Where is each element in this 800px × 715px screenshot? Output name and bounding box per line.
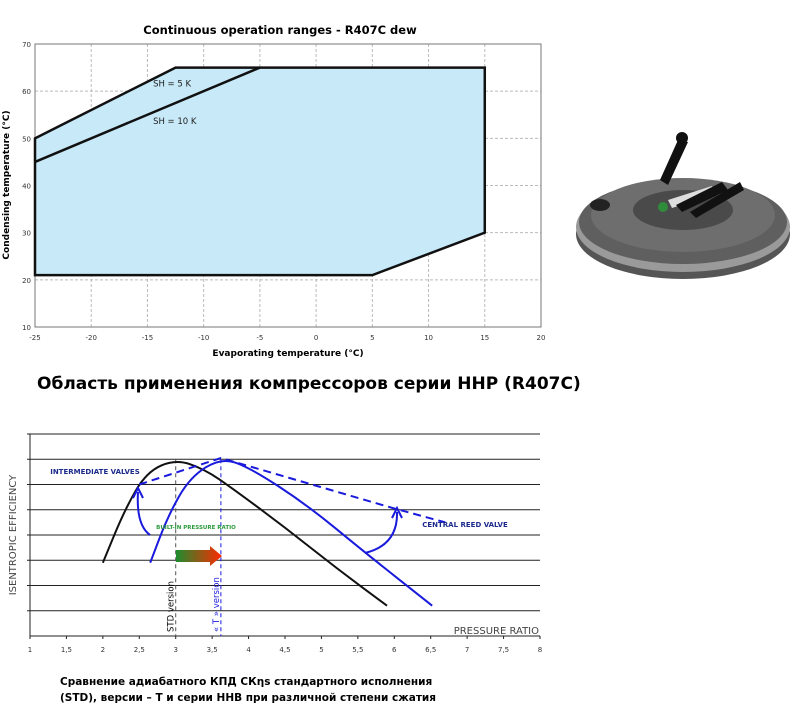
version-label: STD version	[167, 581, 177, 632]
envelope-area	[33, 66, 487, 277]
sh10-boundary-line	[34, 66, 261, 164]
x-tick-label: 2	[101, 646, 105, 654]
version-label: « T » version	[212, 577, 222, 632]
x-tick-label: 7	[465, 646, 469, 654]
caption-line-1: Сравнение адиабатного КПД СКηs стандартн…	[60, 676, 433, 688]
x-axis-label: Evaporating temperature (°C)	[212, 349, 363, 359]
built-in-pressure-ratio-arrow	[176, 546, 222, 566]
series-line-std	[101, 461, 388, 607]
intermediate-valves-arrow	[136, 491, 151, 536]
x-tick-label: 1,5	[61, 646, 72, 654]
y-axis-label: Condensing temperature (°C)	[2, 110, 12, 259]
x-tick-label: -10	[198, 334, 209, 342]
annotation-label: SH = 10 K	[153, 117, 197, 127]
x-tick-label: 20	[537, 334, 546, 342]
x-tick-label: 5,5	[352, 646, 363, 654]
built-in-label: BUILT-IN PRESSURE RATIO	[156, 525, 236, 531]
x-tick-label: 6	[392, 646, 397, 654]
y-tick-label: 40	[22, 183, 31, 191]
x-tick-label: 10	[424, 334, 433, 342]
intermediate-valves-label: INTERMEDIATE VALVES	[50, 468, 140, 476]
caption-line-2: (STD), версии – Т и серии HHB при различ…	[60, 692, 437, 704]
y-tick-label: 30	[22, 230, 31, 238]
x-tick-label: -20	[86, 334, 97, 342]
x-tick-label: 5	[370, 334, 374, 342]
y-tick-label: 70	[22, 41, 31, 49]
y-tick-label: 60	[22, 88, 31, 96]
x-tick-label: 3	[173, 646, 177, 654]
central-reed-valve-label: CENTRAL REED VALVE	[422, 521, 508, 529]
x-tick-label: 6,5	[425, 646, 436, 654]
x-tick-label: 15	[480, 334, 489, 342]
x-tick-label: 3,5	[207, 646, 218, 654]
x-tick-label: -25	[29, 334, 40, 342]
x-tick-label: 4	[246, 646, 251, 654]
series-line-hhb	[138, 456, 446, 524]
central-reed-arrow	[364, 511, 399, 554]
y-tick-label: 50	[22, 135, 31, 143]
x-tick-label: 4,5	[279, 646, 290, 654]
annotation-label: SH = 5 K	[153, 79, 191, 89]
section-heading: Область применения компрессоров серии HH…	[37, 374, 581, 394]
x-tick-label: 5	[319, 646, 323, 654]
series-line-t	[149, 460, 433, 607]
y-axis-label: ISENTROPIC EFFICIENCY	[8, 474, 19, 595]
x-tick-label: 8	[538, 646, 542, 654]
y-tick-label: 20	[22, 277, 31, 285]
x-axis-label: PRESSURE RATIO	[454, 626, 539, 637]
chart-title: Continuous operation ranges - R407C dew	[143, 23, 417, 37]
x-tick-label: -15	[142, 334, 153, 342]
operation-range-chart: Continuous operation ranges - R407C dew …	[2, 23, 546, 359]
x-tick-label: 1	[28, 646, 32, 654]
x-tick-label: 0	[314, 334, 318, 342]
efficiency-chart: 1 1,5 2 2,5 3 3,5 4 4,5 5 5,5 6 6,5 7 7,5 8 STD versio…	[8, 433, 542, 654]
x-tick-label: 2,5	[134, 646, 145, 654]
x-tick-label: 7,5	[498, 646, 509, 654]
y-tick-label: 10	[22, 324, 31, 332]
x-tick-label: -5	[256, 334, 263, 342]
